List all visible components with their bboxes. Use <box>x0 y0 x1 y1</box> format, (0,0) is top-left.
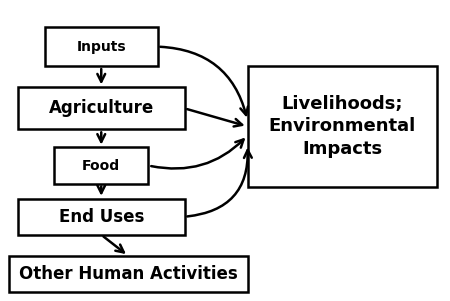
FancyBboxPatch shape <box>18 87 184 129</box>
FancyBboxPatch shape <box>18 199 184 235</box>
FancyBboxPatch shape <box>248 66 436 187</box>
FancyBboxPatch shape <box>54 147 148 184</box>
FancyBboxPatch shape <box>9 256 248 292</box>
Text: Livelihoods;
Environmental
Impacts: Livelihoods; Environmental Impacts <box>268 95 416 158</box>
Text: Inputs: Inputs <box>76 40 126 54</box>
Text: End Uses: End Uses <box>58 208 144 226</box>
Text: Food: Food <box>82 159 120 172</box>
Text: Other Human Activities: Other Human Activities <box>19 265 238 283</box>
FancyBboxPatch shape <box>45 27 158 66</box>
Text: Agriculture: Agriculture <box>49 99 154 117</box>
